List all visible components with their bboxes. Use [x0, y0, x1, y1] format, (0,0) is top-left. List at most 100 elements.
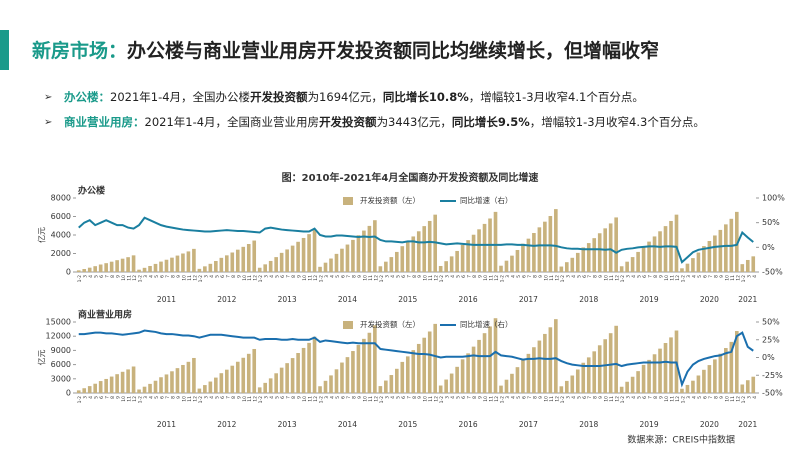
x-tick-label: 11	[489, 275, 495, 281]
x-tick-label: 3	[384, 275, 390, 278]
x-tick-label: 4	[752, 396, 758, 399]
bar	[471, 234, 476, 272]
x-tick-label: 10	[121, 396, 127, 402]
x-tick-label: 10	[181, 396, 187, 402]
bar	[214, 377, 218, 393]
bar	[713, 235, 717, 272]
x-tick-label: 3	[626, 275, 632, 278]
bar	[658, 348, 662, 393]
bar	[301, 347, 306, 393]
x-tick-label: 1-2	[77, 275, 83, 282]
x-tick-label: 8	[532, 396, 538, 399]
bar	[411, 236, 416, 272]
x-tick-label: 12	[313, 275, 319, 281]
bar	[416, 231, 421, 272]
x-tick-label: 9	[176, 275, 182, 278]
bar	[504, 379, 509, 393]
bar	[115, 374, 119, 393]
bar	[515, 249, 520, 272]
x-tick-label: 9	[719, 275, 725, 278]
bar	[702, 369, 706, 393]
x-tick-label: 7	[165, 396, 171, 399]
x-tick-label: 8	[653, 396, 659, 399]
x-tick-label: 12	[132, 396, 138, 402]
bar	[279, 367, 284, 393]
x-tick-label: 5	[94, 275, 100, 278]
x-tick-label: 9	[478, 275, 484, 278]
bar	[307, 234, 311, 272]
bar	[521, 243, 525, 272]
bar	[334, 369, 339, 393]
year-label: 2013	[278, 295, 297, 304]
year-label: 2015	[398, 420, 417, 429]
bar	[378, 386, 383, 393]
x-tick-label: 6	[280, 396, 286, 399]
bar	[652, 236, 657, 272]
x-tick-label: 10	[664, 396, 670, 402]
x-tick-label: 4	[752, 275, 758, 278]
x-tick-label: 4	[330, 275, 336, 278]
x-tick-label: 12	[494, 275, 500, 281]
x-tick-label: 6	[340, 396, 346, 399]
bar	[312, 336, 317, 393]
x-tick-label: 10	[724, 396, 730, 402]
x-tick-label: 11	[609, 396, 615, 402]
year-label: 2018	[579, 295, 598, 304]
bar	[159, 377, 163, 393]
x-tick-label: 8	[231, 275, 237, 278]
bar	[422, 226, 427, 272]
x-tick-label: 1-2	[680, 275, 686, 282]
title-prefix: 新房市场：	[32, 39, 127, 62]
x-tick-label: 12	[434, 396, 440, 402]
y-axis-label: 亿元	[37, 227, 47, 243]
x-tick-label: 3	[324, 396, 330, 399]
year-label: 2021	[738, 420, 757, 429]
bar	[296, 353, 300, 393]
x-tick-label: 4	[510, 396, 516, 399]
bar	[493, 211, 498, 272]
y-tick-label: 12000	[46, 332, 71, 341]
x-tick-label: 9	[116, 275, 122, 278]
bar	[493, 318, 498, 393]
x-tick-label: 4	[269, 396, 275, 399]
x-tick-label: 6	[702, 275, 708, 278]
bar	[214, 260, 218, 272]
bar	[389, 257, 394, 272]
bar	[570, 257, 575, 272]
x-tick-label: 12	[313, 396, 319, 402]
bar	[87, 386, 92, 393]
bar	[235, 249, 240, 272]
x-tick-label: 12	[192, 275, 198, 281]
bar	[581, 362, 586, 393]
x-tick-label: 7	[527, 396, 533, 399]
x-tick-label: 1-2	[741, 275, 747, 282]
bar	[268, 378, 273, 393]
x-tick-label: 8	[593, 275, 599, 278]
y-tick-label: 2000	[51, 249, 71, 258]
bar	[734, 211, 739, 272]
x-tick-label: 9	[659, 396, 665, 399]
bar	[153, 380, 158, 393]
bar	[268, 260, 273, 272]
bar	[351, 351, 355, 393]
bar	[203, 385, 207, 393]
x-tick-label: 8	[412, 396, 418, 399]
year-label: 2020	[700, 420, 719, 429]
x-tick-label: 6	[521, 275, 527, 278]
y-tick-label: 9000	[51, 346, 71, 355]
x-tick-label: 4	[510, 275, 516, 278]
x-tick-label: 3	[445, 275, 451, 278]
x-tick-label: 3	[324, 275, 330, 278]
x-tick-label: 7	[406, 275, 412, 278]
bullet-marker: ➢	[44, 117, 52, 128]
x-tick-label: 7	[225, 396, 231, 399]
bullet-text: ，增幅较1-3月收窄4.1个百分点。	[469, 90, 644, 104]
x-tick-label: 9	[417, 275, 423, 278]
x-tick-label: 1-2	[500, 396, 506, 403]
bar	[707, 241, 712, 272]
bar	[575, 369, 580, 393]
x-tick-label: 1-2	[500, 275, 506, 282]
bar	[373, 220, 377, 272]
x-tick-label: 6	[280, 275, 286, 278]
bar	[537, 227, 542, 272]
